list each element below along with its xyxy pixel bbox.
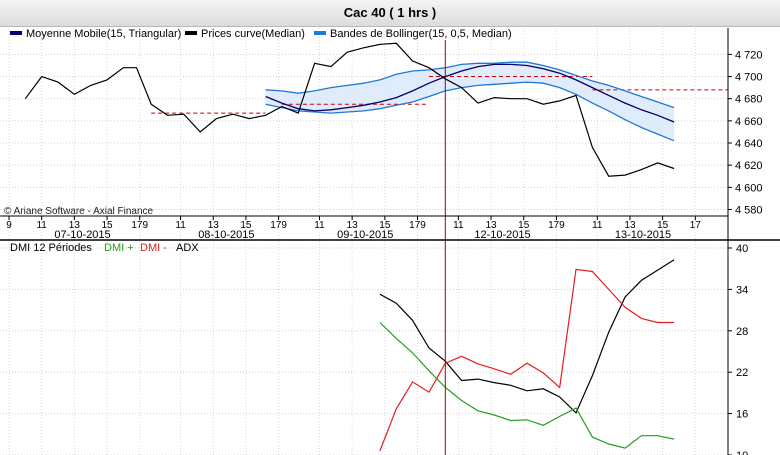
x-tick-label: 15 xyxy=(101,220,113,231)
price-series xyxy=(24,42,675,177)
series-moyenne-mobile-15-triangular xyxy=(265,63,675,123)
legend-label: Moyenne Mobile(15, Triangular) xyxy=(26,28,181,40)
price-legend: Moyenne Mobile(15, Triangular) Prices cur… xyxy=(10,28,512,40)
y-tick-label: 4 700 xyxy=(735,72,763,84)
x-tick-label: 15 xyxy=(518,220,530,231)
dmi-legend: DMI 12 Périodes DMI + DMI - ADX xyxy=(10,242,199,254)
legend-label: Prices curve(Median) xyxy=(201,28,305,40)
x-tick-label: 11 xyxy=(314,220,325,231)
price-grid xyxy=(0,28,728,455)
dmi-y-tick-label: 40 xyxy=(736,243,748,255)
legend-swatch xyxy=(314,31,326,35)
dmi-y-tick-label: 22 xyxy=(736,367,748,379)
y-tick-label: 4 600 xyxy=(735,182,763,194)
dmi-legend-label: DMI + xyxy=(104,242,134,254)
window-title: Cac 40 ( 1 hrs ) xyxy=(343,5,437,20)
x-tick-label: 15 xyxy=(379,220,391,231)
y-tick-label: 4 640 xyxy=(735,138,763,150)
x-tick-label: 15 xyxy=(240,220,252,231)
legend-swatch xyxy=(185,31,197,35)
watermark: © Ariane Software - Axial Finance xyxy=(4,206,154,217)
dmi-y-tick-label: 28 xyxy=(736,326,748,338)
x-tick-label: 9 xyxy=(6,220,12,231)
axes: 4 580 4 600 4 620 4 640 4 660 4 680 4 700 4 720… xyxy=(0,28,780,455)
x-tick-label: 179 xyxy=(270,220,287,231)
x-tick-label: 13 xyxy=(208,220,220,231)
x-tick-label: 15 xyxy=(657,220,669,231)
dmi-legend-label: ADX xyxy=(176,242,199,254)
x-tick-label: 11 xyxy=(592,220,603,231)
bollinger-band-area xyxy=(265,62,675,141)
y-tick-label: 4 620 xyxy=(735,160,763,172)
y-tick-label: 4 680 xyxy=(735,94,763,106)
dmi-grid xyxy=(0,247,728,455)
series-bollinger-lower xyxy=(265,81,675,142)
x-tick-label: 13 xyxy=(347,220,359,231)
dmi-y-tick-label: 16 xyxy=(736,409,748,421)
y-tick-label: 4 580 xyxy=(735,204,763,216)
y-tick-label: 4 660 xyxy=(735,116,763,128)
x-tick-label: 17 xyxy=(690,220,702,231)
date-label: 13-10-2015 xyxy=(615,229,671,241)
y-tick-label: 4 720 xyxy=(735,49,763,61)
date-label: 08-10-2015 xyxy=(198,229,254,241)
series-bollinger-upper xyxy=(265,61,675,109)
dmi-y-tick-label: 34 xyxy=(736,284,748,296)
series-dmi xyxy=(379,268,675,452)
x-tick-label: 13 xyxy=(624,220,636,231)
x-tick-label: 11 xyxy=(36,220,47,231)
x-tick-label: 13 xyxy=(69,220,81,231)
series-adx xyxy=(379,259,675,414)
x-tick-label: 179 xyxy=(409,220,426,231)
x-tick-label: 13 xyxy=(485,220,497,231)
x-tick-label: 179 xyxy=(131,220,148,231)
date-label: 09-10-2015 xyxy=(337,229,393,241)
x-tick-label: 11 xyxy=(453,220,464,231)
date-label: 07-10-2015 xyxy=(54,229,110,241)
dmi-panel-title: DMI 12 Périodes xyxy=(10,242,92,254)
dmi-series xyxy=(379,259,675,452)
legend-label: Bandes de Bollinger(15, 0,5, Median) xyxy=(330,28,512,40)
legend-swatch xyxy=(10,31,22,35)
x-tick-label: 179 xyxy=(548,220,565,231)
title-bar: Cac 40 ( 1 hrs ) xyxy=(0,0,780,27)
dmi-legend-label: DMI - xyxy=(140,242,167,254)
series-dmi xyxy=(379,322,675,449)
bollinger-fill xyxy=(265,62,675,141)
series-prices-curve-median xyxy=(24,42,675,177)
date-label: 12-10-2015 xyxy=(474,229,530,241)
dmi-y-tick-label: 10 xyxy=(736,450,748,455)
x-tick-label: 11 xyxy=(175,220,186,231)
